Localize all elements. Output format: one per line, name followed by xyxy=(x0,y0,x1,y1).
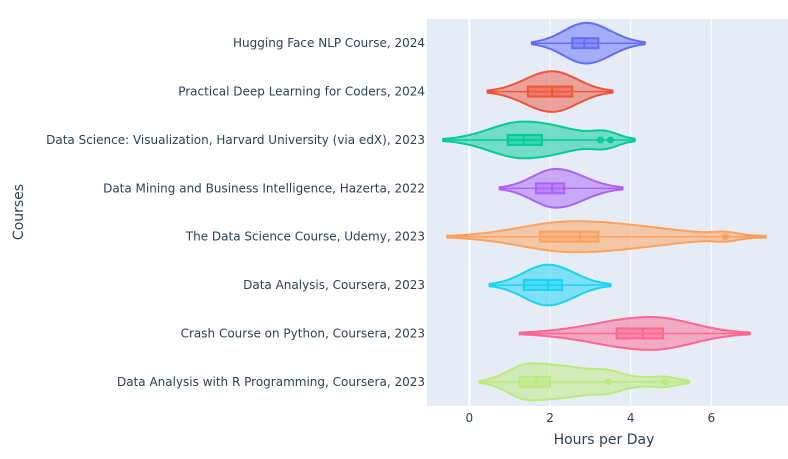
x-tick-label: 0 xyxy=(466,411,474,425)
violin-box xyxy=(534,182,566,195)
violin-box xyxy=(538,230,600,243)
outlier-point xyxy=(605,378,613,386)
violins xyxy=(442,21,767,402)
outlier-point xyxy=(721,233,729,241)
x-tick-labels: 0 2 4 6 xyxy=(466,411,716,425)
violin-box xyxy=(506,133,543,146)
y-tick-label: Crash Course on Python, Coursera, 2023 xyxy=(181,326,425,340)
violin-box xyxy=(522,279,564,292)
x-axis-title: Hours per Day xyxy=(554,432,655,448)
violin-box xyxy=(615,327,664,340)
y-tick-label: Data Analysis with R Programming, Course… xyxy=(117,375,425,389)
y-tick-label: Hugging Face NLP Course, 2024 xyxy=(233,36,425,50)
x-tick-label: 6 xyxy=(708,411,716,425)
y-tick-label: Data Mining and Business Intelligence, H… xyxy=(103,181,425,195)
x-tick-label: 4 xyxy=(627,411,635,425)
y-tick-label: Practical Deep Learning for Coders, 2024 xyxy=(178,85,425,99)
violin-box xyxy=(526,85,574,98)
y-axis-title: Courses xyxy=(11,184,27,240)
y-tick-label: Data Analysis, Coursera, 2023 xyxy=(243,278,425,292)
outlier-point xyxy=(607,136,615,144)
y-tick-label: The Data Science Course, Udemy, 2023 xyxy=(185,230,425,244)
plot-background xyxy=(427,19,788,406)
outlier-point xyxy=(596,136,604,144)
outlier-point xyxy=(661,378,669,386)
y-tick-label: Data Science: Visualization, Harvard Uni… xyxy=(46,133,425,147)
violin-box xyxy=(518,375,552,388)
y-tick-labels: Data Analysis with R Programming, Course… xyxy=(46,36,425,389)
violin-box xyxy=(571,37,600,50)
x-tick-label: 2 xyxy=(546,411,554,425)
